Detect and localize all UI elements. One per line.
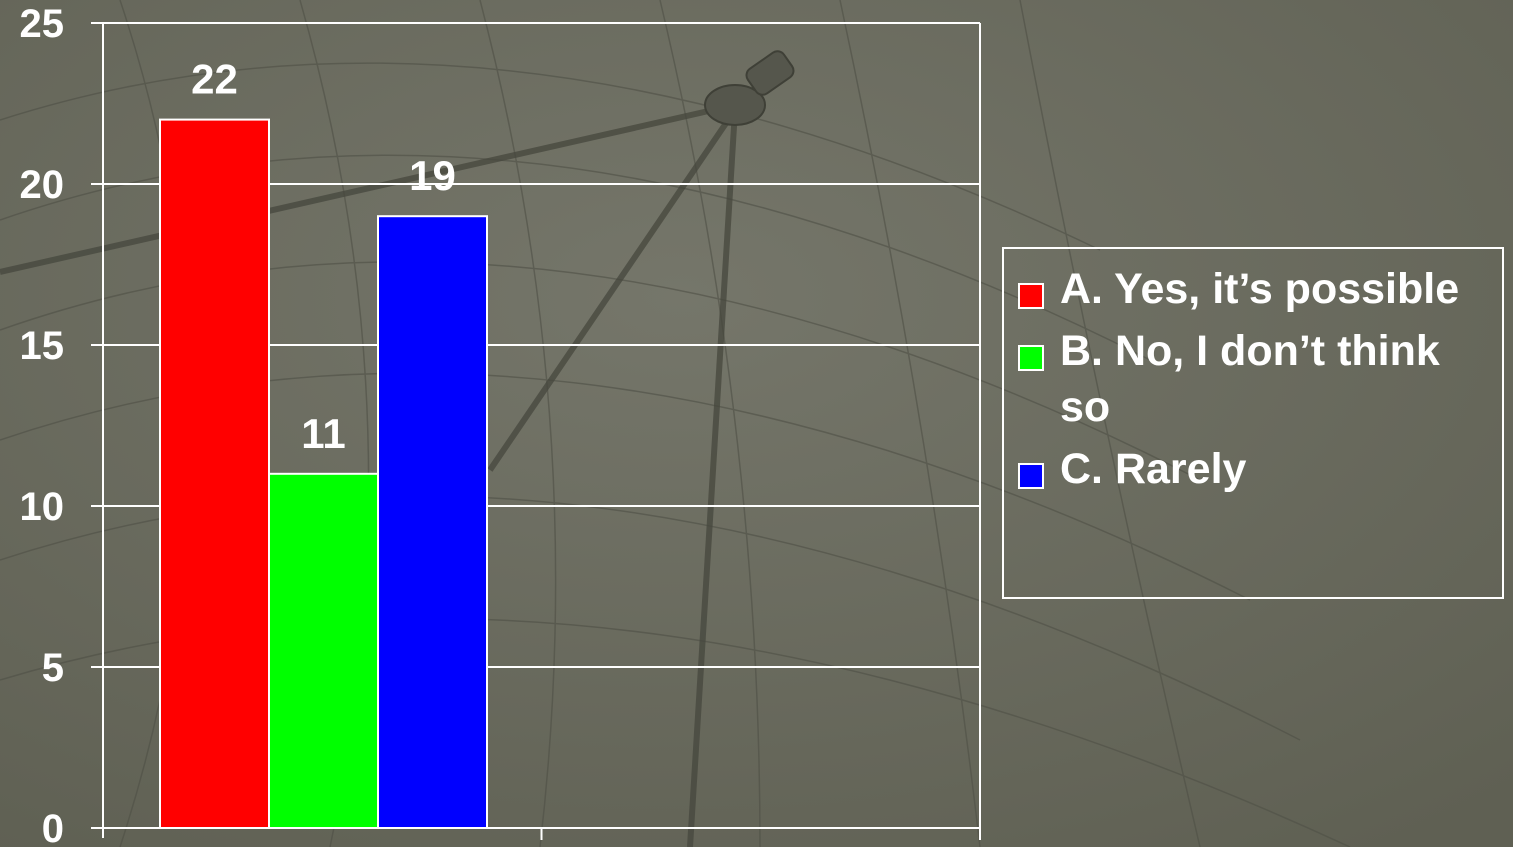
y-tick-label-25: 25 [20, 2, 65, 46]
legend-item-c: C. Rarely [1018, 441, 1494, 497]
y-tick-label-0: 0 [42, 807, 64, 847]
bars [159, 118, 488, 830]
data-label-b: 11 [301, 410, 345, 457]
legend-label-c: C. Rarely [1060, 445, 1247, 493]
legend-label-b: B. No, I don’t think so [1060, 327, 1440, 431]
legend-swatch-b [1018, 345, 1044, 371]
legend-item-a: A. Yes, it’s possible [1018, 261, 1494, 317]
legend-swatch-a [1018, 283, 1044, 309]
bar-a [159, 118, 270, 830]
y-tick-label-5: 5 [42, 646, 64, 690]
y-tick-labels: 0 5 10 15 20 25 [20, 2, 65, 847]
legend-label-a: A. Yes, it’s possible [1060, 265, 1460, 313]
data-label-c: 19 [409, 152, 456, 199]
y-tick-label-20: 20 [20, 163, 65, 207]
legend-item-b: B. No, I don’t think so [1018, 323, 1494, 435]
data-label-a: 22 [191, 56, 238, 103]
bar-c [377, 215, 488, 829]
legend: A. Yes, it’s possible B. No, I don’t thi… [1002, 247, 1504, 599]
y-tick-label-10: 10 [20, 485, 65, 529]
data-labels: 22 11 19 [191, 56, 456, 457]
y-tick-label-15: 15 [20, 324, 65, 368]
bar-b [268, 472, 379, 829]
legend-swatch-c [1018, 463, 1044, 489]
